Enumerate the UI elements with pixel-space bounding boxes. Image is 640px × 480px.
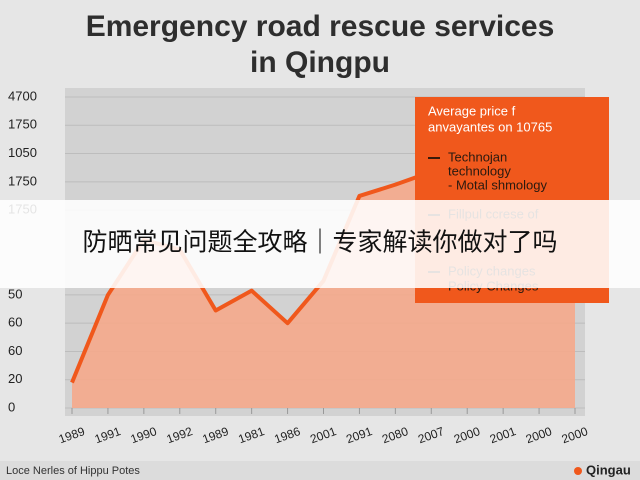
footer bbox=[0, 461, 640, 480]
y-tick-label: 50 bbox=[8, 286, 22, 301]
legend-text: Average price f bbox=[428, 103, 516, 118]
y-tick-label: 1750 bbox=[8, 117, 37, 132]
y-tick-label: 1750 bbox=[8, 173, 37, 188]
y-tick-label: 60 bbox=[8, 315, 22, 330]
overlay-banner bbox=[0, 200, 640, 288]
legend-text: Technojan bbox=[448, 149, 507, 164]
legend-text: anvayantes on 10765 bbox=[428, 119, 552, 134]
y-tick-label: 4700 bbox=[8, 88, 37, 103]
footer-right: Qingau bbox=[586, 462, 631, 477]
footer-icon bbox=[574, 467, 582, 475]
title-line: in Qingpu bbox=[250, 46, 390, 79]
footer-left: Loce Nerles of Hippu Potes bbox=[6, 465, 140, 477]
y-tick-label: 0 bbox=[8, 399, 15, 414]
y-tick-label: 60 bbox=[8, 343, 22, 358]
legend-text: - Motal shmology bbox=[448, 177, 547, 192]
y-tick-label: 20 bbox=[8, 371, 22, 386]
y-tick-label: 1050 bbox=[8, 145, 37, 160]
legend-text: technology bbox=[448, 163, 511, 178]
overlay-text: 防晒常见问题全攻略｜专家解读你做对了吗 bbox=[82, 229, 557, 257]
